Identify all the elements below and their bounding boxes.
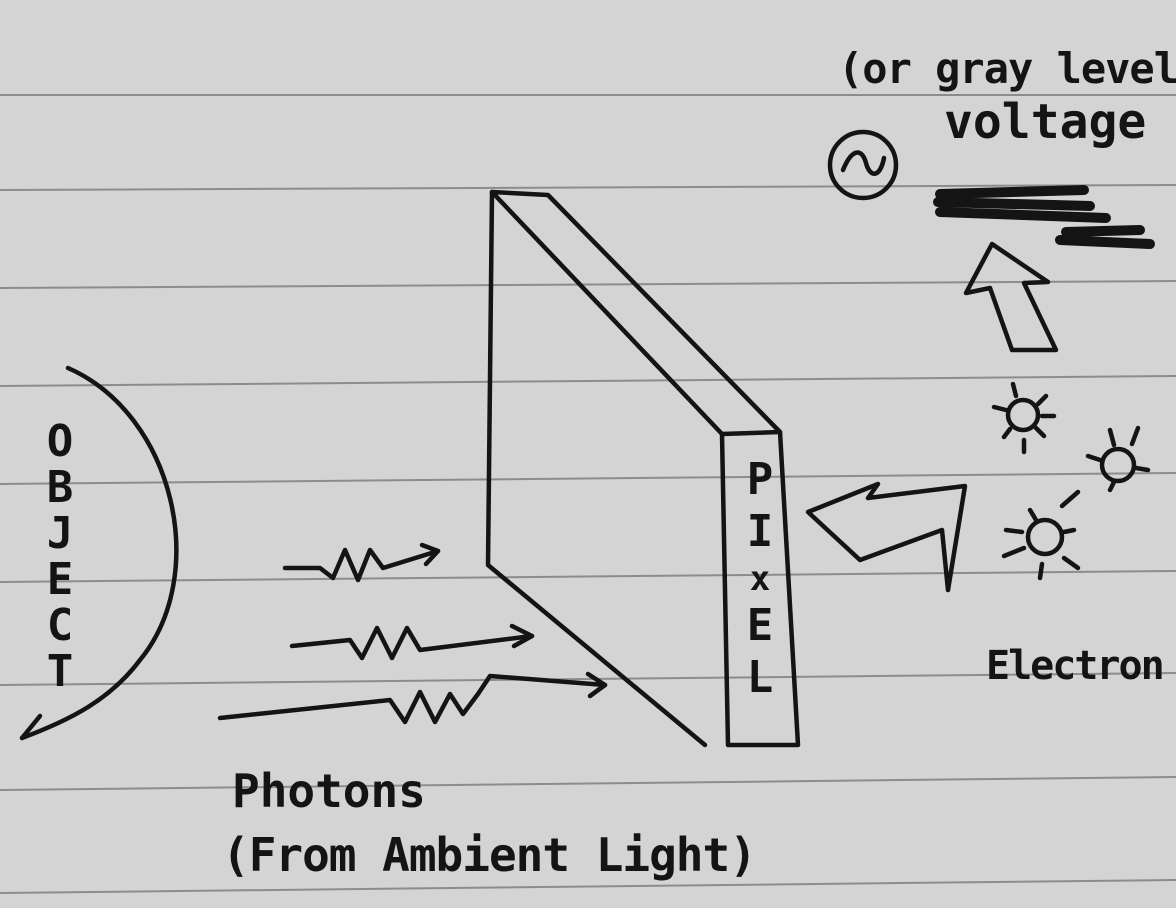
sun-icon [1085,425,1151,493]
pixel-panel-top-face [489,189,783,437]
arrow-icon [963,241,1059,353]
pixel-panel-left-edge [485,189,708,748]
squiggle-arrow-icon [282,547,441,583]
scribble-mark [933,185,1155,249]
ruled-line [0,879,1176,894]
pixel-letter: L [746,652,774,703]
object-label: O B J E C T [30,420,90,694]
pixel-letter: x [749,559,771,599]
photon-arrows [217,542,608,725]
photons-label: Photons [232,764,426,818]
arrowhead [419,542,441,567]
object-letter: C [46,600,74,651]
ruled-lines [0,94,1176,894]
pixel-panel-front-face [719,429,801,748]
squiggle-arrow-icon [217,673,608,725]
electron-label: Electron [986,643,1165,689]
object-curve [19,365,179,741]
arrow-icon [805,481,968,593]
ruled-line [0,570,1176,583]
arrowhead [509,623,535,649]
object-curve-tail [19,713,43,741]
arrowhead [585,671,608,699]
pixel-letter: I [746,506,774,557]
object-letter: O [46,416,74,467]
ambient-light-label: (From Ambient Light) [222,828,757,882]
ruled-line [0,280,1176,289]
voltage-label: voltage [944,94,1147,150]
pixel-letter: P [746,454,774,505]
ac-source-icon [827,129,899,201]
object-letter: J [46,508,74,559]
pixel-label: P I x E L [728,458,792,700]
ruled-line [0,672,1176,686]
ruled-line [0,184,1176,191]
gray-level-label: (or gray level) [838,44,1176,93]
ruled-line [0,375,1176,387]
pixel-letter: E [746,600,774,651]
object-letter: E [46,554,74,605]
ruled-line [0,776,1176,791]
pixel-panel [485,189,801,748]
squiggle-arrow-icon [289,625,535,661]
object-letter: B [46,462,74,513]
sun-icon [1001,489,1081,581]
sun-icon [991,381,1057,455]
object-letter: T [46,646,74,697]
ruled-line [0,472,1176,485]
